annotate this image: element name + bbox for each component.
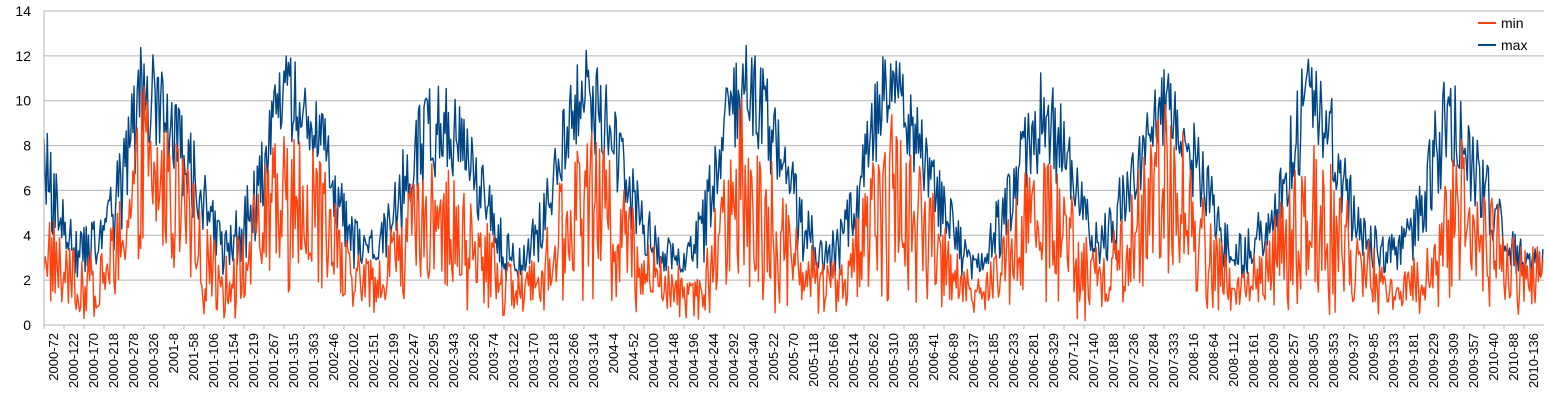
x-tick-label: 2010-88 (1506, 333, 1521, 381)
x-tick-label: 2005-358 (906, 333, 921, 388)
x-tick-label: 2000-326 (146, 333, 161, 388)
x-tick-label: 2006-41 (926, 333, 941, 381)
x-tick-label: 2009-85 (1366, 333, 1381, 381)
y-tick-label: 0 (23, 317, 31, 333)
x-tick-label: 2009-181 (1406, 333, 1421, 388)
x-tick-label: 2007-188 (1106, 333, 1121, 388)
x-tick-label: 2005-310 (886, 333, 901, 388)
x-tick-label: 2003-266 (566, 333, 581, 388)
x-tick-label: 2008-112 (1226, 333, 1241, 387)
x-tick-label: 2002-151 (366, 333, 381, 388)
x-tick-label: 2008-305 (1306, 333, 1321, 388)
x-tick-label: 2002-199 (386, 333, 401, 388)
series-line-min (43, 85, 1544, 322)
legend-label-min: min (1501, 15, 1524, 31)
x-tick-label: 2007-333 (1166, 333, 1181, 388)
x-tick-label: 2010-136 (1526, 333, 1541, 388)
x-tick-label: 2008-161 (1246, 333, 1261, 388)
x-tick-label: 2004-52 (626, 333, 641, 381)
x-tick-label: 2001-154 (226, 333, 241, 388)
x-tick-label: 2005-70 (786, 333, 801, 381)
x-tick-label: 2007-12 (1066, 333, 1081, 381)
x-tick-label: 2001-58 (186, 333, 201, 381)
legend-label-max: max (1501, 37, 1527, 53)
x-tick-label: 2009-133 (1386, 333, 1401, 388)
y-tick-labels: 0 2 4 6 8 10 12 14 (15, 3, 31, 333)
x-tick-label: 2008-257 (1286, 333, 1301, 388)
x-tick-label: 2000-72 (46, 333, 61, 381)
x-tick-label: 2005-262 (866, 333, 881, 388)
x-tick-labels: 2000-72 2000-122 2000-170 2000-218 2000-278 2… (43, 325, 1541, 388)
x-tick-label: 2006-89 (946, 333, 961, 381)
x-tick-label: 2004-340 (746, 333, 761, 388)
axes (43, 11, 1544, 326)
x-tick-label: 2006-137 (966, 333, 981, 388)
series-line-max (43, 44, 1544, 282)
x-tick-label: 2009-357 (1466, 333, 1481, 388)
x-tick-label: 2010-40 (1486, 333, 1501, 381)
x-tick-label: 2008-353 (1326, 333, 1341, 388)
x-tick-label: 2007-284 (1146, 333, 1161, 388)
x-tick-label: 2002-343 (446, 333, 461, 388)
x-tick-label: 2004-100 (646, 333, 661, 388)
x-tick-label: 2001-106 (206, 333, 221, 388)
x-tick-label: 2001-8 (166, 333, 181, 373)
y-tick-label: 6 (23, 182, 31, 198)
y-tick-label: 14 (15, 3, 31, 19)
x-tick-label: 2002-46 (326, 333, 341, 381)
x-tick-label: 2003-74 (486, 333, 501, 381)
x-tick-label: 2003-218 (546, 333, 561, 388)
x-tick-label: 2002-102 (346, 333, 361, 388)
x-tick-label: 2000-170 (86, 333, 101, 388)
y-tick-label: 8 (23, 138, 31, 154)
x-tick-label: 2000-122 (66, 333, 81, 388)
x-tick-label: 2004-244 (706, 333, 721, 388)
x-tick-label: 2001-267 (266, 333, 281, 388)
x-tick-label: 2008-64 (1206, 333, 1221, 381)
x-tick-label: 2009-309 (1446, 333, 1461, 388)
y-tick-label: 2 (23, 272, 31, 288)
x-tick-label: 2007-140 (1086, 333, 1101, 388)
y-tick-label: 4 (23, 227, 31, 243)
x-tick-label: 2000-218 (106, 333, 121, 388)
x-tick-label: 2005-214 (846, 333, 861, 388)
x-tick-label: 2002-295 (426, 333, 441, 388)
x-tick-label: 2006-329 (1046, 333, 1061, 388)
y-tick-label: 10 (15, 93, 31, 109)
x-tick-label: 2008-209 (1266, 333, 1281, 388)
x-tick-label: 2006-233 (1006, 333, 1021, 388)
x-tick-label: 2004-4 (606, 333, 621, 373)
x-tick-label: 2003-314 (586, 333, 601, 388)
x-tick-label: 2004-292 (726, 333, 741, 388)
x-tick-label: 2001-219 (246, 333, 261, 388)
legend: min max (1478, 15, 1527, 53)
x-tick-label: 2003-122 (506, 333, 521, 388)
x-tick-label: 2005-118 (806, 333, 821, 387)
x-tick-label: 2009-229 (1426, 333, 1441, 388)
x-tick-label: 2003-170 (526, 333, 541, 388)
x-tick-label: 2003-26 (466, 333, 481, 381)
x-tick-label: 2004-196 (686, 333, 701, 388)
x-tick-label: 2001-315 (286, 333, 301, 388)
x-tick-label: 2006-185 (986, 333, 1001, 388)
x-tick-label: 2004-148 (666, 333, 681, 388)
x-tick-label: 2009-37 (1346, 333, 1361, 381)
x-tick-label: 2000-278 (126, 333, 141, 388)
x-tick-label: 2006-281 (1026, 333, 1041, 388)
x-tick-label: 2008-16 (1186, 333, 1201, 381)
x-tick-label: 2005-22 (766, 333, 781, 381)
x-tick-label: 2002-247 (406, 333, 421, 388)
y-tick-label: 12 (15, 48, 31, 64)
series-lines (43, 44, 1544, 322)
x-tick-label: 2001-363 (306, 333, 321, 388)
x-tick-label: 2007-236 (1126, 333, 1141, 388)
x-tick-label: 2005-166 (826, 333, 841, 388)
